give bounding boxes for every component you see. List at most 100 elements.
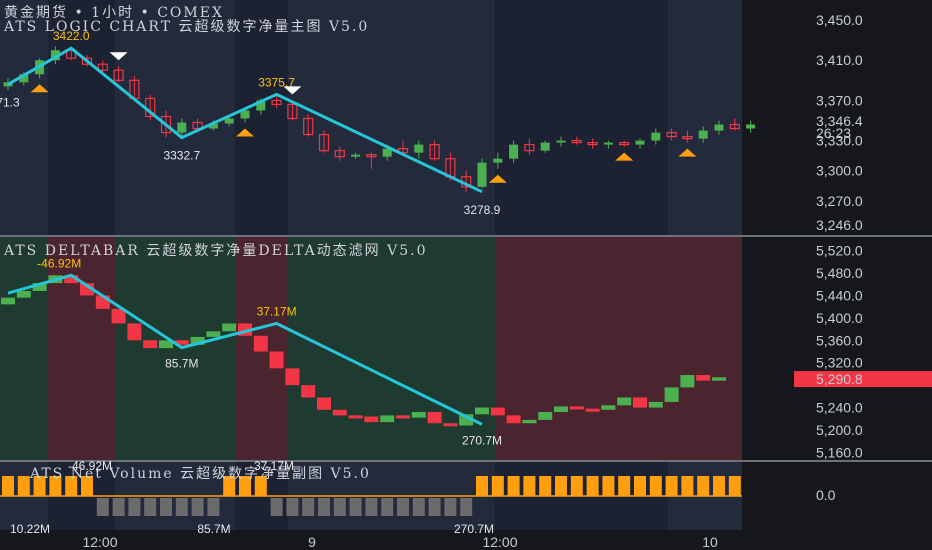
candle-body	[493, 158, 503, 163]
candle-body	[619, 142, 630, 146]
delta-bg-band	[495, 237, 668, 460]
candle-body	[3, 82, 13, 87]
delta-bar	[601, 405, 616, 410]
candle-body	[303, 117, 314, 136]
delta-last-value-badge	[794, 371, 932, 388]
candle-body	[334, 150, 345, 158]
main-bg-band	[0, 0, 48, 235]
volume-bar	[191, 498, 204, 516]
volume-bar	[239, 476, 251, 496]
candle-body	[729, 123, 740, 130]
volume-bar	[81, 476, 93, 496]
volume-bar	[302, 498, 315, 516]
candle-body	[698, 130, 708, 139]
candle-body	[571, 139, 582, 144]
candle-body	[351, 154, 361, 157]
candle-body	[366, 154, 377, 158]
main-pivot-label: 3332.7	[163, 149, 200, 163]
volume-bar	[365, 498, 378, 516]
candle-body	[746, 124, 756, 129]
candle-body	[224, 118, 234, 124]
main-chart-title: 黄金期货 • 1小时 • COMEX	[4, 5, 224, 21]
delta-bar	[190, 336, 205, 345]
delta-bar	[664, 387, 679, 402]
volume-bar	[665, 476, 678, 496]
main-last-price: 3,346.4	[816, 113, 863, 129]
buy-marker	[615, 152, 634, 161]
volume-bar	[634, 476, 646, 496]
candle-body	[666, 131, 677, 138]
main-chart-subtitle: ATS LOGIC CHART 云超级数字净量主图 V5.0	[4, 19, 370, 35]
main-y-tick-label: 3,330.0	[816, 133, 863, 149]
delta-bar	[111, 308, 126, 324]
volume-bar	[507, 476, 520, 496]
main-y-tick-label: 3,410.0	[816, 52, 863, 68]
delta-bar	[648, 401, 663, 408]
volume-bar	[160, 498, 172, 516]
delta-bar	[696, 375, 711, 381]
main-bg-band	[48, 0, 115, 235]
delta-bar	[174, 340, 189, 345]
volume-pivot-label: 85.7M	[197, 522, 230, 536]
volume-bar	[412, 498, 425, 516]
volume-bar	[649, 476, 662, 496]
main-pivot-label: 71.3	[0, 95, 20, 109]
delta-bar	[364, 416, 379, 423]
delta-bar	[348, 415, 363, 419]
volume-bar	[112, 498, 125, 516]
delta-bar	[222, 323, 237, 332]
main-y-tick-label: 3,370.0	[816, 92, 863, 108]
delta-bar	[380, 415, 395, 423]
volume-bar	[618, 476, 631, 496]
volume-bar	[49, 476, 62, 496]
volume-chart-title: ATS Net Volume 云超级数字净量副图 V5.0	[30, 466, 371, 482]
volume-bar	[175, 498, 188, 516]
delta-chart-title: ATS DELTABAR 云超级数字净量DELTA动态滤网 V5.0	[4, 243, 428, 259]
main-bg-band	[668, 0, 742, 235]
delta-y-tick-label: 5,200.0	[816, 422, 863, 438]
main-countdown: 26:23	[816, 125, 851, 141]
candle-body	[97, 63, 108, 71]
main-y-tick-label: 3,270.0	[816, 193, 863, 209]
volume-y-tick-label: 0.0	[816, 487, 836, 503]
volume-bar	[476, 476, 488, 496]
delta-bar	[427, 412, 442, 424]
volume-bar	[397, 498, 409, 516]
volume-bar	[697, 476, 710, 496]
main-bg-band	[495, 0, 668, 235]
volume-bar	[318, 498, 330, 516]
volume-bar	[428, 498, 441, 516]
volume-pivot-label: 37.17M	[254, 459, 294, 473]
candle-body	[556, 140, 566, 143]
volume-bar	[286, 498, 299, 516]
x-axis-label: 9	[308, 534, 316, 550]
candle-body	[414, 144, 424, 153]
delta-bar	[64, 275, 79, 284]
main-y-tick-label: 3,246.0	[816, 217, 863, 233]
volume-bar	[270, 498, 283, 516]
candle-body	[177, 122, 187, 133]
x-axis-label: 10	[702, 534, 718, 550]
volume-bar	[460, 498, 473, 516]
candle-body	[524, 144, 535, 152]
delta-y-tick-label: 5,440.0	[816, 287, 863, 303]
delta-bg-band	[0, 237, 48, 460]
delta-bar	[554, 406, 568, 413]
volume-bar	[586, 476, 599, 496]
x-axis-label: 12:00	[82, 534, 117, 550]
main-pivot-label: 3422.0	[53, 29, 90, 43]
volume-bar	[254, 476, 267, 496]
volume-bar	[381, 498, 394, 516]
main-bg-band	[115, 0, 235, 235]
volume-pivot-label: 270.7M	[454, 522, 494, 536]
delta-bg-band	[115, 237, 235, 460]
delta-bar	[16, 290, 31, 298]
delta-bar	[459, 414, 474, 426]
volume-bar	[17, 476, 30, 496]
delta-pivot-label: 37.17M	[257, 304, 297, 318]
delta-bar	[269, 351, 284, 369]
volume-bar	[602, 476, 615, 496]
delta-bg-band	[48, 237, 115, 460]
delta-zigzag-line	[7, 273, 483, 426]
